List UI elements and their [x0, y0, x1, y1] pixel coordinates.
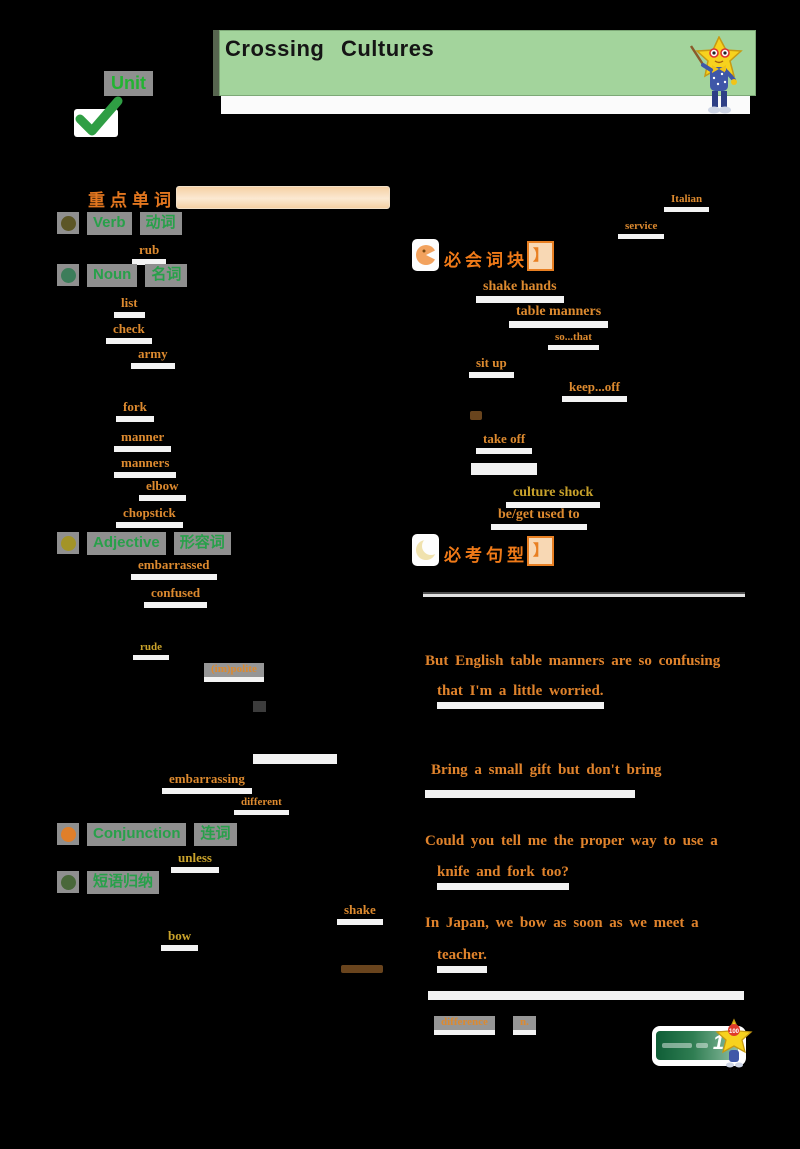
chunk-item: so...that	[548, 331, 599, 351]
vocab-word: embarrassing	[162, 771, 252, 795]
vocab-word: army	[131, 346, 175, 370]
key-words-heading: 重点单词	[88, 191, 176, 210]
chunk-item: culture shock	[506, 485, 601, 509]
vocab-word: different	[234, 796, 289, 816]
badge-faint-text	[696, 1043, 708, 1048]
sentence-line: But English table manners are so confusi…	[425, 653, 721, 669]
sentence-line: that I'm a little worried.	[437, 683, 604, 709]
sentence-line: Bring a small gift but don't bring	[431, 762, 662, 778]
group-adjective-zh: 形容词	[173, 532, 231, 555]
vocab-word: difference	[434, 1016, 495, 1036]
group-noun-zh: 名词	[145, 264, 188, 287]
sentence-line: Could you tell me the proper way to use …	[425, 833, 718, 849]
bullet-5-icon	[57, 871, 79, 894]
chunk-item: sit up	[469, 355, 514, 379]
group-verb: Verb 动词	[57, 212, 182, 235]
bullet-4-icon	[57, 823, 79, 846]
vocab-word: rub	[132, 242, 167, 266]
vocab-word: fork	[116, 399, 154, 423]
banner-shadow-strip	[221, 96, 750, 114]
answer-blank	[428, 991, 744, 1000]
chunk-item: take off	[476, 431, 533, 455]
chunk-item: table manners	[509, 304, 609, 329]
group-conjunction-zh: 连词	[194, 823, 237, 846]
group-conjunction: Conjunction 连词	[57, 823, 237, 846]
sentences-bracket: 】	[527, 536, 555, 566]
unit-label: Unit	[104, 71, 153, 96]
faint-word-mark	[470, 411, 482, 420]
group-adjective: Adjective 形容词	[57, 532, 231, 555]
answer-blank	[253, 754, 337, 764]
badge-number: 1	[712, 1032, 724, 1054]
sentence-line: knife and fork too?	[437, 864, 569, 890]
vocab-word: confused	[144, 585, 208, 609]
vocab-word: shake	[337, 902, 383, 926]
chunks-bracket: 】	[527, 241, 555, 271]
answer-blank	[425, 790, 635, 798]
heading-highlight-bar	[176, 186, 390, 209]
group-phrases: 短语归纳	[57, 871, 160, 894]
vocab-word: chopstick	[116, 505, 183, 529]
group-verb-en: Verb	[87, 212, 132, 235]
bullet-1-icon	[57, 212, 79, 235]
vocab-word: check	[106, 321, 152, 345]
check-icon	[70, 95, 126, 139]
vocab-word: (im)polite	[204, 663, 264, 683]
faint-word-mark	[341, 965, 383, 973]
chunk-item: shake hands	[476, 279, 564, 304]
score-star-icon: 100	[712, 1018, 756, 1070]
ink-mark	[253, 701, 266, 712]
group-phrases-zh: 短语归纳	[87, 871, 160, 894]
group-verb-zh: 动词	[139, 212, 182, 235]
chunks-heading: 必会词块	[444, 251, 528, 270]
unit-banner: Crossing Cultures	[213, 30, 756, 96]
vocab-word: manner	[114, 429, 172, 453]
chunk-item: keep...off	[562, 379, 627, 403]
badge-faint-text	[662, 1043, 692, 1048]
section-divider	[423, 592, 745, 597]
sentence-line: teacher.	[437, 947, 487, 973]
group-adjective-en: Adjective	[87, 532, 166, 555]
pacman-icon	[412, 239, 439, 271]
vocab-word: bow	[161, 928, 199, 952]
vocab-word: Italian	[664, 193, 710, 213]
vocab-word: manners	[114, 455, 177, 479]
group-noun: Noun 名词	[57, 264, 188, 287]
vocab-word: n.	[513, 1016, 536, 1036]
banner-title: Crossing Cultures	[225, 36, 435, 61]
vocab-word: list	[114, 295, 145, 319]
page-footer-badge: 1 100	[652, 1018, 753, 1068]
score-star-text: 100	[729, 1029, 740, 1035]
chunk-item: be/get used to	[491, 507, 587, 531]
bullet-3-icon	[57, 532, 79, 555]
vocab-word: service	[618, 220, 665, 240]
bullet-2-icon	[57, 264, 79, 287]
vocab-word: rude	[133, 641, 169, 661]
star-mascot-icon	[688, 35, 750, 120]
vocab-word: elbow	[139, 478, 186, 502]
group-conjunction-en: Conjunction	[87, 823, 187, 846]
answer-blank	[471, 463, 537, 475]
sentences-heading: 必考句型	[444, 546, 528, 565]
sentence-line: In Japan, we bow as soon as we meet a	[425, 915, 699, 931]
vocab-word: embarrassed	[131, 557, 217, 581]
vocab-word: unless	[171, 850, 219, 874]
group-noun-en: Noun	[87, 264, 138, 287]
moon-icon	[412, 534, 439, 566]
